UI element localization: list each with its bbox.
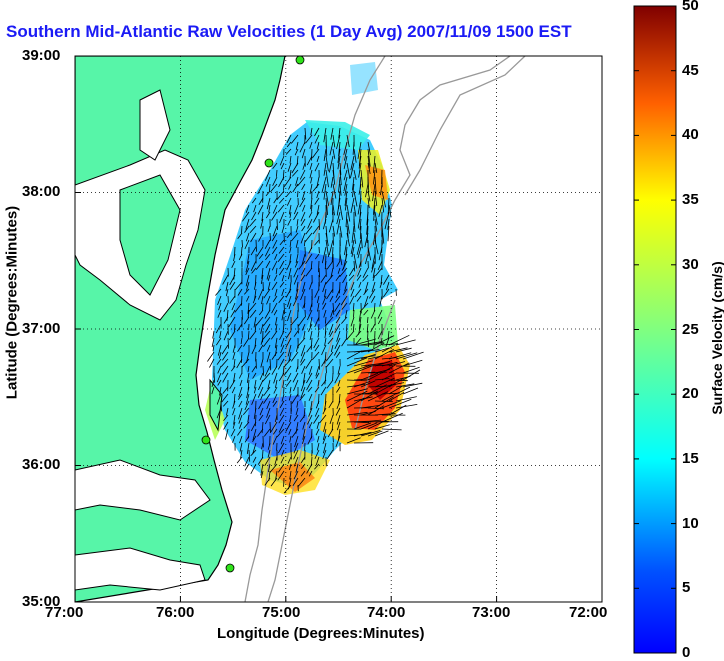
x-tick-label: 76:00 bbox=[156, 604, 194, 621]
velocity-arrow bbox=[347, 324, 348, 331]
x-tick-label: 73:00 bbox=[472, 604, 510, 621]
x-tick-label: 72:00 bbox=[569, 604, 607, 621]
y-tick-label: 35:00 bbox=[22, 593, 60, 610]
x-axis-label: Longitude (Degrees:Minutes) bbox=[217, 625, 425, 642]
colorbar-tick-label: 25 bbox=[682, 321, 699, 338]
y-tick-label: 36:00 bbox=[22, 456, 60, 473]
station-marker bbox=[226, 564, 234, 572]
colorbar-tick-label: 50 bbox=[682, 0, 699, 14]
velocity-arrow bbox=[340, 282, 341, 293]
velocity-arrow bbox=[312, 149, 313, 161]
velocity-arrow bbox=[333, 233, 334, 246]
colorbar-tick-label: 15 bbox=[682, 450, 699, 467]
y-tick-label: 39:00 bbox=[22, 47, 60, 64]
station-marker bbox=[202, 436, 210, 444]
colorbar-tick-label: 40 bbox=[682, 126, 699, 143]
station-marker bbox=[265, 159, 273, 167]
velocity-arrow bbox=[305, 296, 306, 308]
velocity-arrow bbox=[326, 366, 327, 373]
station-marker bbox=[296, 56, 304, 64]
velocity-arrow bbox=[242, 226, 243, 233]
x-tick-label: 75:00 bbox=[262, 604, 300, 621]
velocity-arrow bbox=[298, 191, 299, 197]
colorbar-tick-label: 0 bbox=[682, 644, 690, 661]
colorbar-label: Surface Velocity (cm/s) bbox=[709, 238, 724, 438]
colorbar-tick-label: 5 bbox=[682, 579, 690, 596]
colorbar-tick-label: 30 bbox=[682, 256, 699, 273]
x-tick-label: 74:00 bbox=[367, 604, 405, 621]
y-tick-label: 38:00 bbox=[22, 183, 60, 200]
velocity-arrow bbox=[354, 310, 355, 317]
velocity-arrow bbox=[221, 401, 222, 411]
velocity-arrow bbox=[256, 240, 257, 252]
velocity-arrow bbox=[277, 219, 278, 230]
y-tick-label: 37:00 bbox=[22, 320, 60, 337]
colorbar-tick-label: 45 bbox=[682, 62, 699, 79]
velocity-arrow bbox=[284, 184, 285, 191]
velocity-arrow bbox=[242, 240, 243, 247]
velocity-arrow bbox=[270, 422, 271, 433]
colorbar-tick-label: 35 bbox=[682, 191, 699, 208]
velocity-arrow bbox=[263, 303, 264, 310]
velocity-arrow bbox=[270, 184, 271, 191]
colorbar-tick-label: 10 bbox=[682, 515, 699, 532]
y-axis-label: Latitude (Degrees:Minutes) bbox=[4, 203, 21, 403]
velocity-arrow bbox=[270, 233, 271, 241]
colorbar-tick-label: 20 bbox=[682, 385, 699, 402]
